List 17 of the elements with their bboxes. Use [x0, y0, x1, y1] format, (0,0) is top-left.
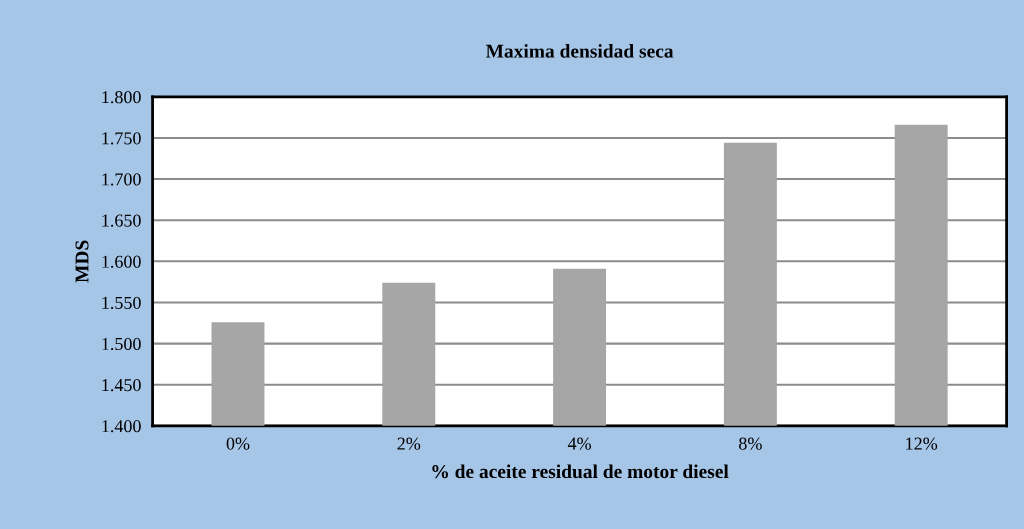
y-tick-label: 1.800: [102, 91, 141, 104]
y-axis-title: MDS: [75, 240, 89, 283]
y-tick-label: 1.700: [102, 173, 141, 186]
y-tick-label: 1.500: [102, 337, 141, 351]
x-tick-label: 12%: [906, 437, 938, 450]
x-tick-label: 2%: [397, 437, 421, 450]
y-tick-label: 1.400: [102, 420, 141, 433]
chart-title: Maxima densidad seca: [485, 44, 674, 58]
x-axis-title: % de aceite residual de motor diesel: [432, 464, 729, 479]
y-tick-label: 1.650: [102, 214, 141, 227]
y-tick-label: 1.750: [102, 132, 141, 145]
x-tick-label: 4%: [567, 437, 591, 450]
y-tick-label: 1.600: [102, 255, 141, 268]
x-tick-label: 8%: [739, 437, 762, 450]
y-tick-label: 1.550: [102, 296, 141, 309]
y-tick-label: 1.450: [102, 378, 141, 392]
x-tick-label: 0%: [226, 437, 250, 450]
